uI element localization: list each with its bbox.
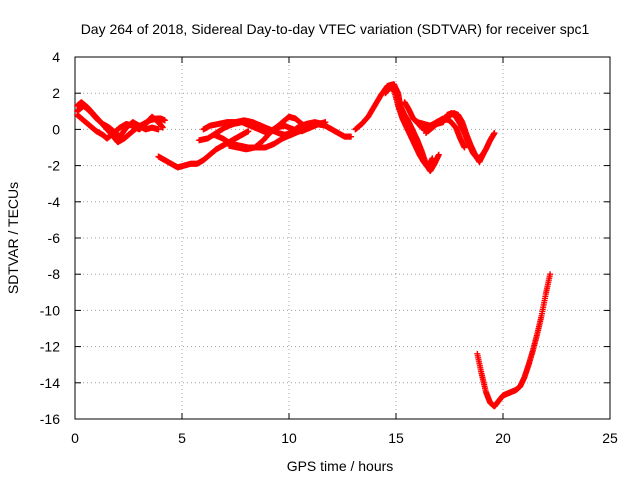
x-tick-label: 25	[602, 430, 618, 446]
data-point	[155, 126, 162, 133]
data-point	[161, 117, 168, 124]
data-series	[474, 271, 554, 410]
y-tick-label: 0	[52, 121, 60, 137]
data-point	[435, 151, 442, 158]
data-point	[461, 144, 468, 151]
data-point	[480, 149, 487, 156]
data-series	[422, 115, 468, 151]
x-tick-label: 0	[71, 430, 79, 446]
y-tick-label: 4	[52, 49, 60, 65]
data-point	[547, 271, 554, 278]
data-point	[491, 130, 498, 137]
x-tick-label: 20	[495, 430, 511, 446]
data-point	[322, 119, 329, 126]
y-tick-label: 2	[52, 85, 60, 101]
y-tick-label: -6	[48, 230, 61, 246]
chart-title: Day 264 of 2018, Sidereal Day-to-day VTE…	[81, 21, 590, 37]
y-tick-label: -16	[40, 411, 60, 427]
y-tick-label: -10	[40, 302, 60, 318]
x-tick-label: 15	[388, 430, 404, 446]
data-point	[245, 128, 252, 135]
axis-ticks: 0 5 10 15 20 25 -16 -14 -12 -10 -8 -6 -4 -2 0 2 4	[40, 49, 618, 446]
y-axis-label: SDTVAR / TECUs	[5, 182, 21, 294]
data-point	[159, 124, 166, 131]
y-tick-label: -4	[48, 194, 61, 210]
x-tick-label: 5	[178, 430, 186, 446]
x-tick-label: 10	[281, 430, 297, 446]
data-point	[429, 155, 436, 162]
y-tick-label: -14	[40, 375, 60, 391]
data-point	[348, 133, 355, 140]
data-series	[382, 84, 436, 171]
y-tick-label: -8	[48, 266, 61, 282]
data-points	[74, 81, 554, 410]
x-axis-label: GPS time / hours	[287, 458, 394, 474]
data-series	[74, 102, 162, 140]
y-tick-label: -2	[48, 158, 61, 174]
y-tick-label: -12	[40, 339, 60, 355]
data-series	[226, 119, 329, 153]
